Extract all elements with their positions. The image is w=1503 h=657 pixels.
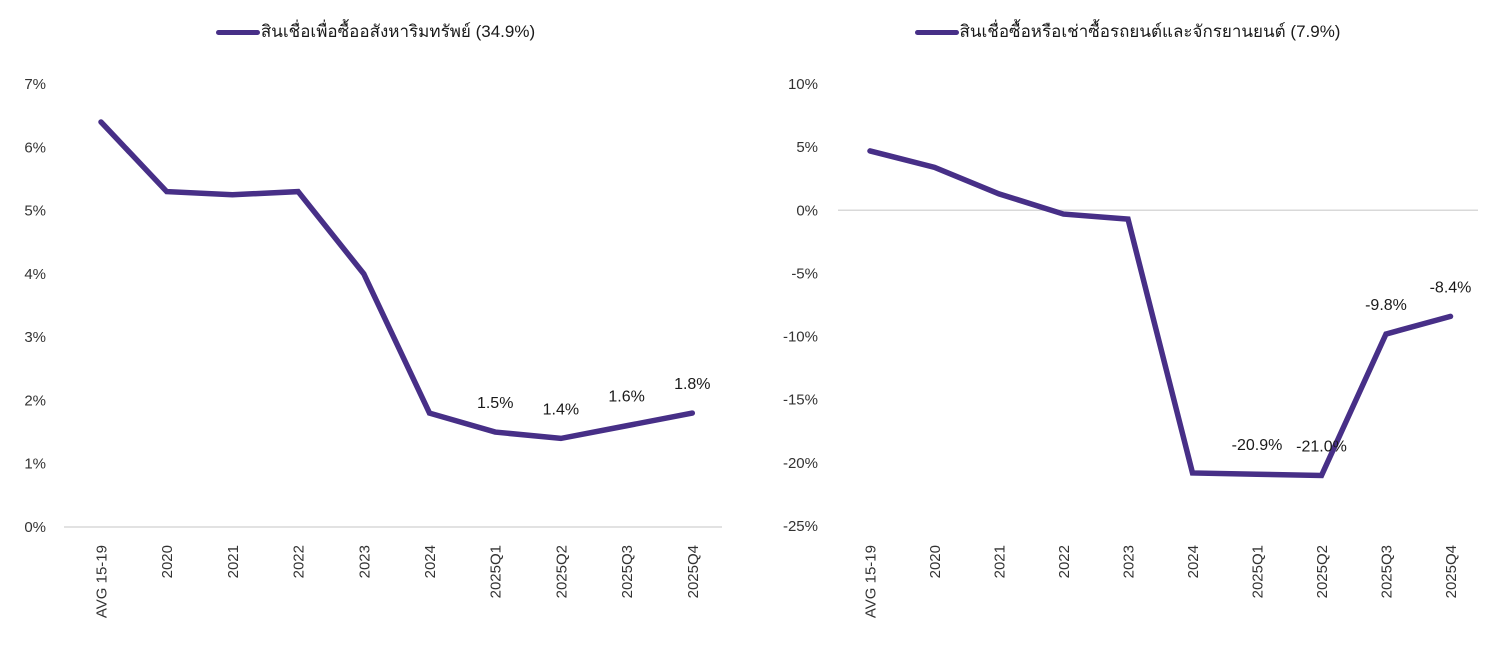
data-label: -9.8% (1365, 297, 1407, 314)
data-label: -20.9% (1232, 437, 1283, 454)
y-axis-tick-label: 7% (24, 76, 46, 93)
y-axis-tick-label: -10% (783, 329, 818, 346)
x-axis-tick-label: AVG 15-19 (863, 545, 880, 618)
x-axis-tick-label: 2021 (225, 545, 242, 578)
x-axis-tick-label: 2025Q1 (488, 545, 505, 598)
y-axis-tick-label: 3% (24, 329, 46, 346)
data-label: -21.0% (1296, 438, 1347, 455)
data-label: -8.4% (1430, 279, 1472, 296)
data-label: 1.6% (608, 389, 644, 406)
y-axis-tick-label: 4% (24, 266, 46, 283)
x-axis-tick-label: 2023 (1121, 545, 1138, 578)
x-axis-tick-label: 2020 (927, 545, 944, 578)
x-axis-tick-label: 2021 (992, 545, 1009, 578)
x-axis-tick-label: 2025Q4 (1443, 545, 1460, 598)
y-axis-tick-label: -20% (783, 455, 818, 472)
auto-loans-line-chart: 10% 5% 0% -5% -10% -15% -20% -25% -20.9% -21.0% -9… (783, 76, 1478, 618)
x-axis-tick-label: 2024 (422, 545, 439, 578)
line-series (98, 119, 696, 442)
x-axis-tick-label: 2022 (1056, 545, 1073, 578)
y-axis-tick-label: 10% (788, 76, 818, 93)
y-axis-tick-label: -5% (791, 265, 818, 282)
y-axis-tick-label: -15% (783, 392, 818, 409)
data-label: 1.5% (477, 395, 513, 412)
y-axis-tick-label: 5% (796, 139, 818, 156)
y-axis-tick-label: -25% (783, 518, 818, 535)
chart-auto-loans: 10% 5% 0% -5% -10% -15% -20% -25% -20.9% -21.0% -9… (752, 0, 1503, 657)
data-label: 1.4% (543, 401, 579, 418)
x-axis-tick-label: AVG 15-19 (94, 545, 111, 618)
y-axis-tick-label: 6% (24, 139, 46, 156)
x-axis-tick-label: 2024 (1185, 545, 1202, 578)
x-axis-tick-label: 2022 (291, 545, 308, 578)
chart-property-loans: 7% 6% 5% 4% 3% 2% 1% 0% 1.5% 1.4% 1.6% 1.8% AVG 15-1… (0, 0, 751, 657)
x-axis-tick-label: 2025Q3 (1379, 545, 1396, 598)
line-series (867, 148, 1454, 479)
y-axis-tick-label: 0% (24, 519, 46, 536)
x-axis-tick-label: 2025Q3 (619, 545, 636, 598)
property-loans-line-chart: 7% 6% 5% 4% 3% 2% 1% 0% 1.5% 1.4% 1.6% 1.8% AVG 15-1… (24, 76, 722, 618)
y-axis-tick-label: 1% (24, 456, 46, 473)
y-axis-tick-label: 0% (796, 202, 818, 219)
y-axis-tick-label: 5% (24, 203, 46, 220)
data-label: 1.8% (674, 376, 710, 393)
x-axis-tick-label: 2023 (356, 545, 373, 578)
y-axis-tick-label: 2% (24, 392, 46, 409)
x-axis-tick-label: 2025Q2 (553, 545, 570, 598)
x-axis-tick-label: 2020 (159, 545, 176, 578)
x-axis-tick-label: 2025Q1 (1250, 545, 1267, 598)
x-axis-tick-label: 2025Q4 (685, 545, 702, 598)
x-axis-tick-label: 2025Q2 (1314, 545, 1331, 598)
